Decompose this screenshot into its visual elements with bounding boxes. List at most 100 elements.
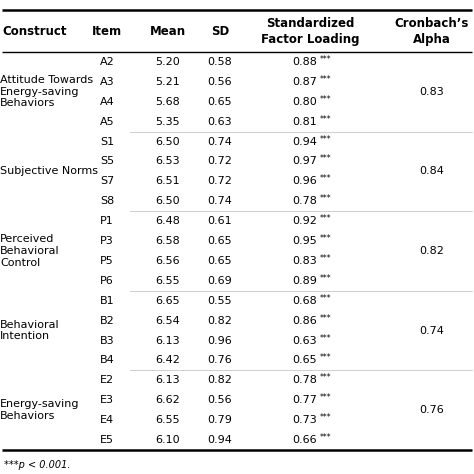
Text: P1: P1 (100, 216, 114, 226)
Text: 6.54: 6.54 (155, 316, 181, 326)
Text: 0.74: 0.74 (208, 196, 232, 206)
Text: ***: *** (320, 135, 332, 144)
Text: P3: P3 (100, 236, 114, 246)
Text: 0.95: 0.95 (292, 236, 317, 246)
Text: 0.82: 0.82 (208, 316, 232, 326)
Text: ***: *** (320, 55, 332, 64)
Text: 0.65: 0.65 (208, 256, 232, 266)
Text: 0.63: 0.63 (208, 117, 232, 127)
Text: 5.68: 5.68 (155, 97, 181, 107)
Text: 0.74: 0.74 (208, 137, 232, 146)
Text: Construct: Construct (2, 25, 66, 37)
Text: E3: E3 (100, 395, 114, 405)
Text: 6.10: 6.10 (155, 435, 180, 445)
Text: 0.86: 0.86 (292, 316, 317, 326)
Text: 0.61: 0.61 (208, 216, 232, 226)
Text: ***p < 0.001.: ***p < 0.001. (4, 460, 71, 470)
Text: 6.55: 6.55 (155, 415, 180, 425)
Text: ***: *** (320, 374, 332, 383)
Text: 0.56: 0.56 (208, 77, 232, 87)
Text: E2: E2 (100, 375, 114, 385)
Text: 0.68: 0.68 (292, 296, 317, 306)
Text: ***: *** (320, 314, 332, 323)
Text: 0.63: 0.63 (292, 336, 317, 346)
Text: ***: *** (320, 413, 332, 422)
Text: 5.21: 5.21 (155, 77, 181, 87)
Text: 0.74: 0.74 (419, 326, 445, 336)
Text: Subjective Norms: Subjective Norms (0, 166, 98, 176)
Text: E5: E5 (100, 435, 114, 445)
Text: 6.55: 6.55 (155, 276, 180, 286)
Text: B1: B1 (100, 296, 114, 306)
Text: 0.72: 0.72 (208, 156, 232, 166)
Text: 6.13: 6.13 (155, 375, 180, 385)
Text: P6: P6 (100, 276, 114, 286)
Text: ***: *** (320, 393, 332, 402)
Text: 0.82: 0.82 (208, 375, 232, 385)
Text: 0.79: 0.79 (208, 415, 232, 425)
Text: S8: S8 (100, 196, 114, 206)
Text: 0.89: 0.89 (292, 276, 317, 286)
Text: 0.66: 0.66 (292, 435, 317, 445)
Text: 6.13: 6.13 (155, 336, 180, 346)
Text: 0.83: 0.83 (292, 256, 317, 266)
Text: 0.65: 0.65 (208, 97, 232, 107)
Text: 6.51: 6.51 (155, 176, 180, 186)
Text: B2: B2 (100, 316, 114, 326)
Text: 0.83: 0.83 (419, 87, 444, 97)
Text: ***: *** (320, 294, 332, 303)
Text: 0.81: 0.81 (292, 117, 317, 127)
Text: Attitude Towards
Energy-saving
Behaviors: Attitude Towards Energy-saving Behaviors (0, 75, 93, 109)
Text: 0.72: 0.72 (208, 176, 232, 186)
Text: 0.82: 0.82 (419, 246, 445, 256)
Text: 6.65: 6.65 (155, 296, 180, 306)
Text: 0.97: 0.97 (292, 156, 317, 166)
Text: ***: *** (320, 155, 332, 164)
Text: 0.94: 0.94 (292, 137, 317, 146)
Text: 6.50: 6.50 (155, 137, 180, 146)
Text: 0.94: 0.94 (208, 435, 232, 445)
Text: ***: *** (320, 274, 332, 283)
Text: 6.53: 6.53 (155, 156, 180, 166)
Text: ***: *** (320, 354, 332, 363)
Text: ***: *** (320, 254, 332, 263)
Text: Standardized
Factor Loading: Standardized Factor Loading (261, 17, 359, 46)
Text: ***: *** (320, 174, 332, 183)
Text: SD: SD (211, 25, 229, 37)
Text: S7: S7 (100, 176, 114, 186)
Text: ***: *** (320, 95, 332, 104)
Text: A4: A4 (100, 97, 114, 107)
Text: 6.50: 6.50 (155, 196, 180, 206)
Text: Perceived
Behavioral
Control: Perceived Behavioral Control (0, 235, 60, 268)
Text: 0.55: 0.55 (208, 296, 232, 306)
Text: ***: *** (320, 234, 332, 243)
Text: Energy-saving
Behaviors: Energy-saving Behaviors (0, 400, 80, 421)
Text: 0.78: 0.78 (292, 375, 317, 385)
Text: P5: P5 (100, 256, 114, 266)
Text: 6.62: 6.62 (155, 395, 181, 405)
Text: ***: *** (320, 214, 332, 223)
Text: 0.56: 0.56 (208, 395, 232, 405)
Text: A2: A2 (100, 57, 114, 67)
Text: ***: *** (320, 194, 332, 203)
Text: Behavioral
Intention: Behavioral Intention (0, 320, 60, 341)
Text: A5: A5 (100, 117, 114, 127)
Text: 0.87: 0.87 (292, 77, 317, 87)
Text: 5.35: 5.35 (155, 117, 180, 127)
Text: 5.20: 5.20 (155, 57, 181, 67)
Text: 0.76: 0.76 (419, 405, 444, 415)
Text: ***: *** (320, 334, 332, 343)
Text: B4: B4 (100, 356, 114, 365)
Text: ***: *** (320, 75, 332, 84)
Text: 0.69: 0.69 (208, 276, 232, 286)
Text: Mean: Mean (150, 25, 186, 37)
Text: 0.73: 0.73 (292, 415, 317, 425)
Text: 0.76: 0.76 (208, 356, 232, 365)
Text: 6.56: 6.56 (155, 256, 180, 266)
Text: ***: *** (320, 115, 332, 124)
Text: 0.77: 0.77 (292, 395, 317, 405)
Text: 0.88: 0.88 (292, 57, 317, 67)
Text: 0.96: 0.96 (208, 336, 232, 346)
Text: 0.78: 0.78 (292, 196, 317, 206)
Text: 0.96: 0.96 (292, 176, 317, 186)
